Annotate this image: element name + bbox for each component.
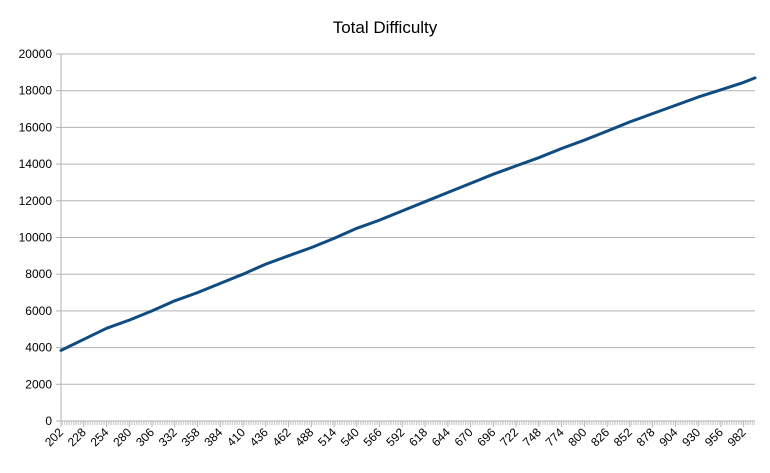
x-tick-label: 436 xyxy=(247,425,271,449)
y-tick-label: 2000 xyxy=(25,377,52,391)
y-tick-label: 16000 xyxy=(19,120,53,134)
x-tick-label: 332 xyxy=(156,425,180,449)
y-tick-label: 6000 xyxy=(25,304,52,318)
x-tick-label: 748 xyxy=(520,425,544,449)
x-tick-label: 280 xyxy=(110,425,134,449)
y-tick-label: 4000 xyxy=(25,341,52,355)
x-tick-label: 904 xyxy=(656,425,680,449)
x-tick-label: 306 xyxy=(133,425,157,449)
y-tick-label: 18000 xyxy=(19,84,53,98)
x-tick-label: 202 xyxy=(42,425,66,449)
x-tick-label: 644 xyxy=(429,425,453,449)
y-tick-label: 14000 xyxy=(19,157,53,171)
x-tick-label: 774 xyxy=(543,425,567,449)
x-tick-label: 514 xyxy=(315,425,339,449)
x-tick-label: 384 xyxy=(201,425,225,449)
series-line xyxy=(59,76,757,352)
x-tick-label: 358 xyxy=(179,425,203,449)
x-tick-label: 800 xyxy=(565,425,589,449)
y-tick-label: 20000 xyxy=(19,47,53,61)
chart-title: Total Difficulty xyxy=(332,18,438,37)
x-tick-label: 878 xyxy=(634,425,658,449)
x-tick-label: 488 xyxy=(292,425,316,449)
x-tick-label: 930 xyxy=(679,425,703,449)
x-tick-label: 670 xyxy=(452,425,476,449)
x-tick-label: 852 xyxy=(611,425,635,449)
x-tick-label: 228 xyxy=(65,425,89,449)
y-tick-label: 10000 xyxy=(19,231,53,245)
x-tick-label: 410 xyxy=(224,425,248,449)
y-tick-label: 12000 xyxy=(19,194,53,208)
x-tick-label: 566 xyxy=(361,425,385,449)
x-tick-label: 826 xyxy=(588,425,612,449)
x-tick-label: 982 xyxy=(725,425,749,449)
x-tick-label: 722 xyxy=(497,425,521,449)
x-tick-label: 592 xyxy=(383,425,407,449)
y-tick-label: 8000 xyxy=(25,267,52,281)
x-tick-label: 618 xyxy=(406,425,430,449)
x-tick-label: 462 xyxy=(270,425,294,449)
x-tick-label: 540 xyxy=(338,425,362,449)
y-tick-label: 0 xyxy=(45,414,52,428)
x-tick-label: 254 xyxy=(88,425,112,449)
x-tick-label: 696 xyxy=(474,425,498,449)
x-tick-label: 956 xyxy=(702,425,726,449)
